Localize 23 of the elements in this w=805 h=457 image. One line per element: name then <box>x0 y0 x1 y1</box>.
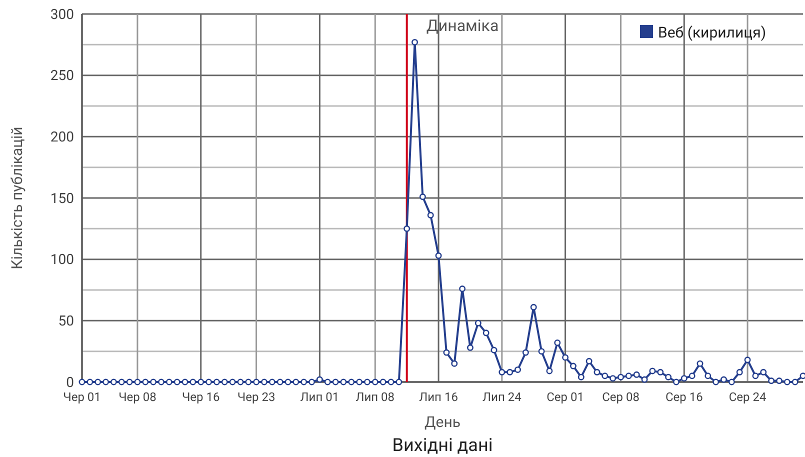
x-tick-label: Сер 16 <box>665 390 704 404</box>
x-tick-label: Лип 24 <box>482 390 522 404</box>
y-tick-label: 50 <box>58 314 74 330</box>
x-tick-label: Сер 08 <box>602 390 640 404</box>
x-tick-label: Сер 24 <box>728 390 766 404</box>
x-tick-label: Чер 23 <box>237 390 276 404</box>
x-tick-label: Сер 01 <box>546 390 584 404</box>
y-tick-label: 0 <box>66 374 74 391</box>
x-tick-label: Лип 01 <box>300 390 340 404</box>
y-tick-label: 150 <box>50 190 74 207</box>
y-tick-label: 300 <box>50 6 74 23</box>
y-tick-label: 200 <box>50 130 74 146</box>
x-tick-label: Чер 01 <box>63 390 101 404</box>
y-axis-title: Кількість публікацій <box>8 126 26 270</box>
y-tick-label: 100 <box>50 252 74 268</box>
x-axis-title: День <box>424 413 461 431</box>
x-tick-label: Лип 08 <box>356 390 395 404</box>
text: Вихідні дані <box>392 435 493 456</box>
legend-label: Веб (кирилиця) <box>658 23 766 42</box>
y-tick-label: 250 <box>50 68 74 84</box>
x-tick-label: Чер 08 <box>118 390 157 404</box>
x-tick-label: Лип 16 <box>419 390 458 404</box>
x-tick-label: Чер 16 <box>182 390 220 404</box>
